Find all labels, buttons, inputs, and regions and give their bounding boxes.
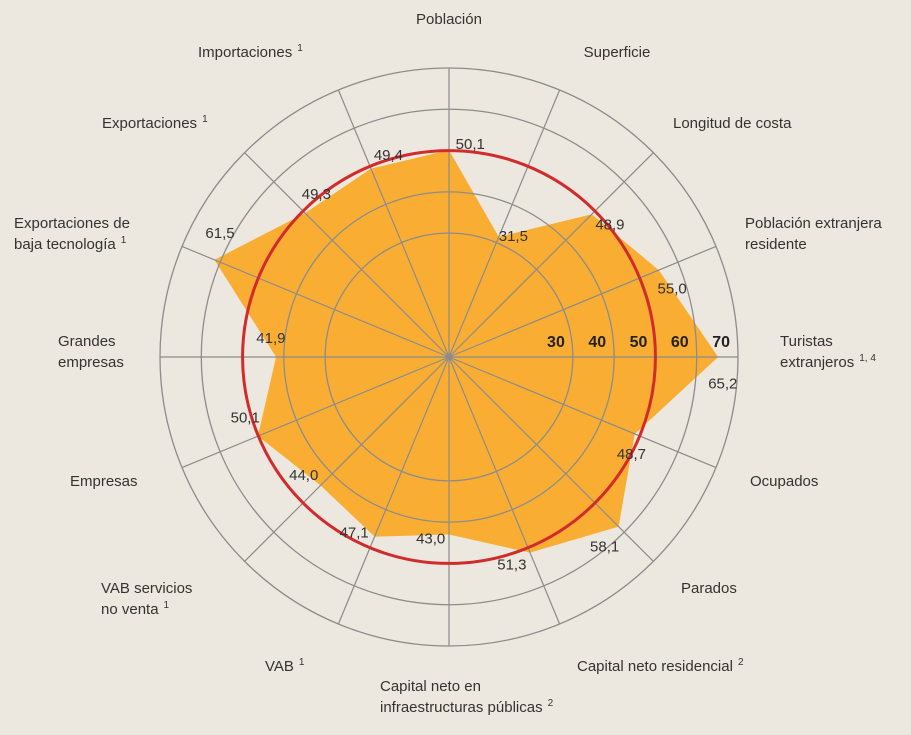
category-label: infraestructuras públicas 2 <box>380 698 554 716</box>
category-label: baja tecnología 1 <box>14 235 127 253</box>
category-label: Parados <box>681 580 737 597</box>
category-label: Capital neto en <box>380 678 481 695</box>
category-label: empresas <box>58 354 124 371</box>
category-note: 1, 4 <box>859 353 876 364</box>
value-label: 48,9 <box>595 216 624 233</box>
category-text: VAB <box>265 658 294 675</box>
category-note: 1 <box>299 657 305 668</box>
r-tick-label: 70 <box>712 334 730 351</box>
category-label: Importaciones 1 <box>198 43 303 61</box>
spoke <box>448 245 717 358</box>
category-label: VAB servicios <box>101 580 192 597</box>
category-text: baja tecnología <box>14 236 116 253</box>
r-tick-label: 50 <box>630 334 648 351</box>
category-label: Exportaciones 1 <box>102 114 208 132</box>
data-area <box>214 150 719 553</box>
category-text: VAB servicios <box>101 580 192 597</box>
category-label: Empresas <box>70 473 138 490</box>
category-label: no venta 1 <box>101 600 170 618</box>
category-text: Superficie <box>584 44 651 61</box>
category-text: Capital neto en <box>380 678 481 695</box>
category-label: VAB 1 <box>265 657 305 675</box>
spoke <box>181 356 450 469</box>
value-label: 41,9 <box>256 330 285 347</box>
reference-ring <box>241 149 657 565</box>
spoke <box>337 356 450 625</box>
category-text: Exportaciones de <box>14 215 130 232</box>
spoke <box>448 152 654 358</box>
spoke <box>448 356 717 469</box>
value-label: 47,1 <box>340 525 369 542</box>
category-text: extranjeros <box>780 354 854 371</box>
value-label: 43,0 <box>416 531 445 548</box>
spoke <box>448 356 561 625</box>
category-note: 1 <box>297 43 303 54</box>
category-label: Longitud de costa <box>673 115 792 132</box>
category-text: Población extranjera <box>745 215 882 232</box>
value-label: 44,0 <box>289 467 318 484</box>
r-tick-label: 30 <box>547 334 565 351</box>
category-label: residente <box>745 236 807 253</box>
category-label: Turistas <box>780 333 833 350</box>
category-label: Población <box>416 11 482 28</box>
category-label: Superficie <box>584 44 651 61</box>
r-tick-label: 60 <box>671 334 689 351</box>
category-note: 1 <box>164 600 170 611</box>
category-text: Capital neto residencial <box>577 658 733 675</box>
category-text: Turistas <box>780 333 833 350</box>
value-label: 51,3 <box>497 557 526 574</box>
category-note: 2 <box>548 698 554 709</box>
value-label: 58,1 <box>590 538 619 555</box>
spoke <box>244 356 450 562</box>
category-text: no venta <box>101 601 159 618</box>
value-label: 50,1 <box>231 409 260 426</box>
value-label: 61,5 <box>205 225 234 242</box>
category-text: Longitud de costa <box>673 115 792 132</box>
category-text: Importaciones <box>198 44 292 61</box>
category-note: 1 <box>121 235 127 246</box>
value-label: 48,7 <box>617 446 646 463</box>
value-label: 55,0 <box>658 281 687 298</box>
category-text: Ocupados <box>750 473 818 490</box>
spoke <box>244 152 450 358</box>
category-label: extranjeros 1, 4 <box>780 353 876 371</box>
value-label: 49,3 <box>302 186 331 203</box>
category-label: Población extranjera <box>745 215 882 232</box>
spoke <box>181 245 450 358</box>
value-label: 49,4 <box>374 147 403 164</box>
value-label: 50,1 <box>456 136 485 153</box>
category-text: Parados <box>681 580 737 597</box>
value-label: 31,5 <box>499 228 528 245</box>
category-text: empresas <box>58 354 124 371</box>
category-text: infraestructuras públicas <box>380 699 543 716</box>
category-note: 2 <box>738 657 744 668</box>
category-text: Población <box>416 11 482 28</box>
spoke <box>448 356 654 562</box>
category-label: Capital neto residencial 2 <box>577 657 744 675</box>
value-label: 65,2 <box>708 375 737 392</box>
category-label: Exportaciones de <box>14 215 130 232</box>
category-label: Grandes <box>58 333 116 350</box>
category-text: Exportaciones <box>102 115 197 132</box>
category-label: Ocupados <box>750 473 818 490</box>
category-text: Grandes <box>58 333 116 350</box>
r-tick-label: 40 <box>588 334 606 351</box>
category-text: residente <box>745 236 807 253</box>
category-note: 1 <box>202 114 208 125</box>
category-text: Empresas <box>70 473 138 490</box>
spoke <box>448 89 561 358</box>
spoke <box>337 89 450 358</box>
